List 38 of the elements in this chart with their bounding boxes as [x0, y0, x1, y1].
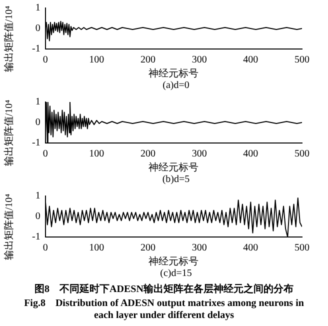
x-tick-label: 300	[192, 148, 207, 160]
text: (c)d=15	[159, 268, 193, 280]
x-tick-label: 300	[192, 242, 207, 254]
x-tick-label: 300	[192, 54, 207, 66]
x-tick-label: 0	[42, 54, 48, 66]
x-tick-label: 100	[89, 54, 104, 66]
x-axis-title: 神经元标号	[148, 68, 199, 80]
y-tick-label: -1	[32, 232, 40, 243]
caption: 图8 不同延时下ADESN输出矩阵在各层神经元之间的分布	[34, 282, 294, 296]
y-tick-label: 1	[35, 2, 40, 14]
x-tick-label: 400	[243, 54, 258, 66]
text: (b)d=5	[161, 174, 191, 186]
y-tick-label: 0	[35, 117, 40, 128]
text: (a)d=0	[162, 80, 190, 92]
x-tick-label: 0	[42, 242, 48, 254]
y-tick-label: 1	[35, 96, 40, 108]
y-tick-label: 1	[35, 190, 40, 202]
x-tick-label: 500	[294, 242, 310, 254]
x-tick-label: 200	[140, 148, 156, 160]
x-tick-label: 100	[89, 148, 104, 160]
y-axis-title: 输出矩阵值/10⁴	[3, 98, 16, 168]
y-axis-title: 输出矩阵值/10⁴	[3, 4, 16, 74]
x-tick-label: 500	[294, 54, 310, 66]
x-axis-title: 神经元标号	[148, 256, 199, 268]
x-tick-label: 500	[294, 148, 310, 160]
y-tick-label: 0	[35, 23, 40, 34]
y-tick-label: 0	[35, 211, 40, 222]
caption: Fig.8 Distribution of ADESN output matrixes among neurons in each layer under different delays	[23, 297, 305, 322]
x-tick-label: 400	[243, 148, 258, 160]
y-axis-title: 输出矩阵值/10⁴	[3, 192, 16, 262]
x-tick-label: 200	[140, 54, 156, 66]
x-tick-label: 0	[42, 148, 48, 160]
y-tick-label: -1	[32, 138, 40, 149]
x-tick-label: 400	[243, 242, 258, 254]
x-tick-label: 100	[89, 242, 104, 254]
y-tick-label: -1	[32, 44, 40, 55]
x-axis-title: 神经元标号	[148, 162, 199, 174]
x-tick-label: 200	[140, 242, 156, 254]
